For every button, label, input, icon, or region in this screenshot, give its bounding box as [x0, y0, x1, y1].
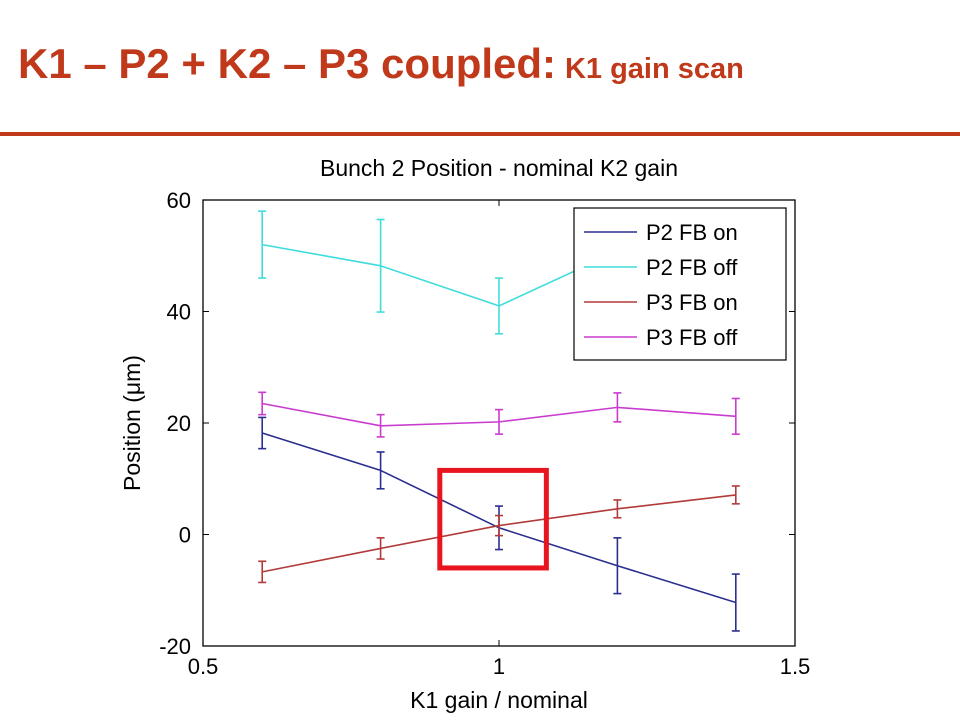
series-2: [258, 485, 740, 584]
error-bar: [258, 210, 267, 279]
y-tick-label: 40: [167, 300, 191, 325]
slide-title: K1 – P2 + K2 – P3 coupled: K1 gain scan: [18, 40, 744, 88]
slide-title-main: K1 – P2 + K2 – P3 coupled:: [18, 40, 557, 87]
error-bar: [376, 537, 385, 560]
legend-label: P2 FB on: [646, 220, 738, 245]
y-tick-label: 0: [179, 523, 191, 548]
error-bar: [495, 408, 503, 435]
error-bar: [376, 413, 385, 438]
x-axis-label: K1 gain / nominal: [410, 687, 588, 713]
title-divider: [0, 132, 960, 136]
error-bar: [731, 573, 740, 632]
chart-title: Bunch 2 Position - nominal K2 gain: [320, 155, 678, 181]
error-bar: [376, 451, 385, 490]
legend-label: P2 FB off: [646, 255, 738, 280]
legend-item: P3 FB on: [584, 290, 738, 315]
legend-item: P2 FB on: [584, 220, 738, 245]
legend-box: [573, 207, 787, 361]
x-tick-label: 0.5: [188, 654, 219, 679]
error-bar: [258, 416, 267, 450]
error-bar: [731, 485, 740, 505]
error-bar: [258, 391, 267, 416]
error-bar: [495, 514, 503, 537]
legend-label: P3 FB on: [646, 290, 738, 315]
x-tick-label: 1.5: [780, 654, 811, 679]
error-bar: [613, 392, 622, 423]
x-tick-label: 1: [493, 654, 505, 679]
y-axis-label: Position (μm): [119, 355, 145, 491]
slide-title-sub: K1 gain scan: [564, 53, 744, 85]
error-bar: [258, 560, 267, 584]
error-bar: [495, 277, 503, 335]
y-tick-label: -20: [159, 634, 191, 659]
error-bar: [613, 537, 622, 595]
y-tick-label: 20: [167, 411, 191, 436]
error-bar: [731, 397, 740, 435]
series-3: [258, 391, 740, 438]
legend-item: P3 FB off: [584, 325, 738, 350]
legend-label: P3 FB off: [646, 325, 738, 350]
error-bar: [613, 499, 622, 519]
highlight-box: [437, 467, 549, 571]
legend: P2 FB on P2 FB off P3 FB on P3 FB off: [573, 207, 787, 361]
legend-item: P2 FB off: [584, 255, 738, 280]
y-tick-label: 60: [167, 188, 191, 213]
error-bar: [376, 218, 385, 313]
